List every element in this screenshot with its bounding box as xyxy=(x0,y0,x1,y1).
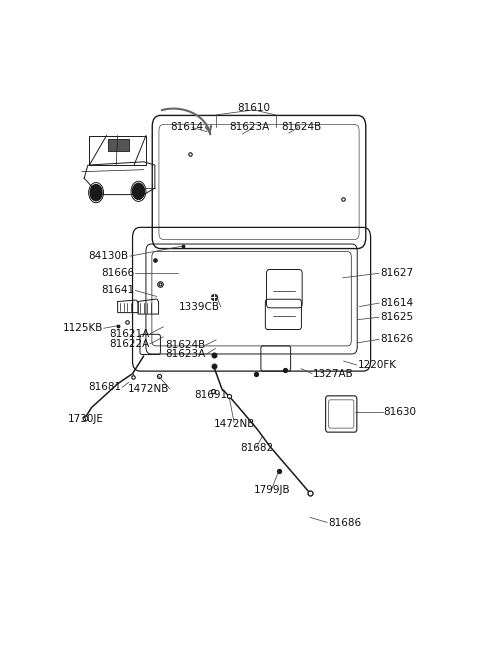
Text: 1220FK: 1220FK xyxy=(358,360,396,370)
Text: 1327AB: 1327AB xyxy=(313,369,354,379)
Text: 81626: 81626 xyxy=(380,334,413,345)
Text: 81666: 81666 xyxy=(101,269,134,278)
Text: 1472NB: 1472NB xyxy=(214,419,255,429)
Text: 81623A: 81623A xyxy=(229,122,270,132)
Text: 81641: 81641 xyxy=(101,286,134,295)
Text: 81630: 81630 xyxy=(384,407,417,417)
Text: 81625: 81625 xyxy=(380,312,413,322)
Text: 84130B: 84130B xyxy=(89,251,129,261)
Text: 81624B: 81624B xyxy=(282,122,322,132)
Text: 81691: 81691 xyxy=(194,390,227,400)
Bar xyxy=(108,139,129,151)
Text: 81622A: 81622A xyxy=(109,339,149,349)
Text: 1339CB: 1339CB xyxy=(179,301,220,312)
Text: 81682: 81682 xyxy=(240,443,273,453)
Text: 1472NB: 1472NB xyxy=(128,384,169,394)
Text: 81614: 81614 xyxy=(380,298,413,308)
Text: 81623A: 81623A xyxy=(165,350,205,360)
Circle shape xyxy=(132,183,144,199)
Text: 81621A: 81621A xyxy=(109,329,149,339)
Text: 81627: 81627 xyxy=(380,269,413,278)
Text: 81614: 81614 xyxy=(170,122,203,132)
Text: 1730JE: 1730JE xyxy=(67,414,103,424)
Text: 1125KB: 1125KB xyxy=(62,324,103,333)
Text: 81686: 81686 xyxy=(328,519,361,529)
Text: 81610: 81610 xyxy=(237,103,270,113)
Circle shape xyxy=(90,185,102,200)
Text: 81624B: 81624B xyxy=(165,340,205,350)
Text: 81681: 81681 xyxy=(88,383,121,392)
Text: 1799JB: 1799JB xyxy=(254,485,290,495)
